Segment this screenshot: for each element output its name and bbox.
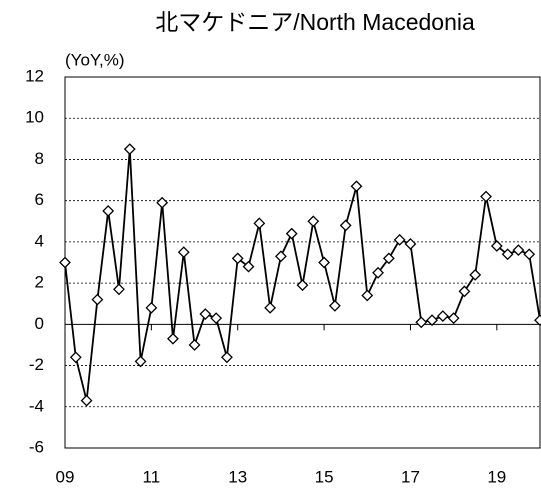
marker bbox=[167, 332, 179, 345]
x-tick-label: 15 bbox=[315, 467, 334, 486]
marker bbox=[91, 293, 104, 306]
marker bbox=[177, 246, 190, 259]
y-tick-label: 8 bbox=[35, 149, 44, 168]
y-tick-label: -2 bbox=[29, 355, 44, 374]
marker bbox=[404, 238, 417, 250]
marker bbox=[59, 256, 71, 269]
marker bbox=[80, 394, 93, 407]
y-tick-label: -6 bbox=[29, 437, 44, 456]
marker bbox=[382, 252, 395, 265]
marker bbox=[188, 339, 201, 351]
marker bbox=[534, 314, 541, 327]
marker bbox=[480, 190, 492, 203]
marker bbox=[69, 351, 82, 364]
marker bbox=[221, 351, 233, 364]
y-tick-label: 10 bbox=[25, 108, 44, 127]
marker bbox=[145, 301, 158, 314]
marker bbox=[210, 312, 223, 325]
marker bbox=[523, 248, 536, 261]
marker bbox=[134, 355, 147, 368]
marker bbox=[156, 196, 169, 209]
marker bbox=[512, 244, 525, 257]
marker bbox=[274, 250, 287, 263]
y-tick-label: 6 bbox=[35, 190, 44, 209]
x-tick-label: 19 bbox=[487, 467, 506, 486]
marker bbox=[458, 285, 471, 298]
marker bbox=[415, 316, 428, 329]
marker bbox=[501, 248, 514, 261]
marker bbox=[242, 260, 255, 273]
x-tick-label: 11 bbox=[143, 467, 161, 486]
marker bbox=[199, 308, 212, 320]
y-tick-label: 12 bbox=[25, 66, 44, 85]
marker bbox=[253, 217, 266, 230]
marker bbox=[490, 240, 503, 252]
marker bbox=[307, 215, 320, 228]
chart-title: 北マケドニア/North Macedonia bbox=[155, 9, 475, 35]
y-tick-label: 4 bbox=[35, 231, 44, 250]
marker bbox=[447, 312, 460, 325]
marker bbox=[361, 289, 374, 302]
x-tick-label: 09 bbox=[56, 467, 75, 486]
marker bbox=[350, 180, 363, 193]
y-tick-label: -4 bbox=[29, 396, 44, 415]
marker bbox=[339, 219, 352, 232]
marker bbox=[318, 256, 331, 269]
x-tick-label: 13 bbox=[228, 467, 247, 486]
marker bbox=[123, 143, 136, 156]
marker bbox=[436, 310, 449, 323]
marker bbox=[296, 279, 309, 292]
y-axis-label: (YoY,%) bbox=[65, 50, 125, 69]
marker bbox=[469, 268, 482, 281]
marker bbox=[231, 252, 244, 265]
y-tick-label: 2 bbox=[35, 273, 44, 292]
marker bbox=[372, 266, 384, 279]
marker bbox=[102, 205, 115, 217]
marker bbox=[393, 233, 406, 246]
marker bbox=[426, 314, 438, 327]
marker bbox=[113, 283, 125, 296]
marker bbox=[264, 301, 277, 314]
y-tick-label: 0 bbox=[35, 314, 44, 333]
x-tick-label: 17 bbox=[401, 467, 420, 486]
marker bbox=[285, 227, 298, 240]
marker bbox=[328, 299, 341, 312]
